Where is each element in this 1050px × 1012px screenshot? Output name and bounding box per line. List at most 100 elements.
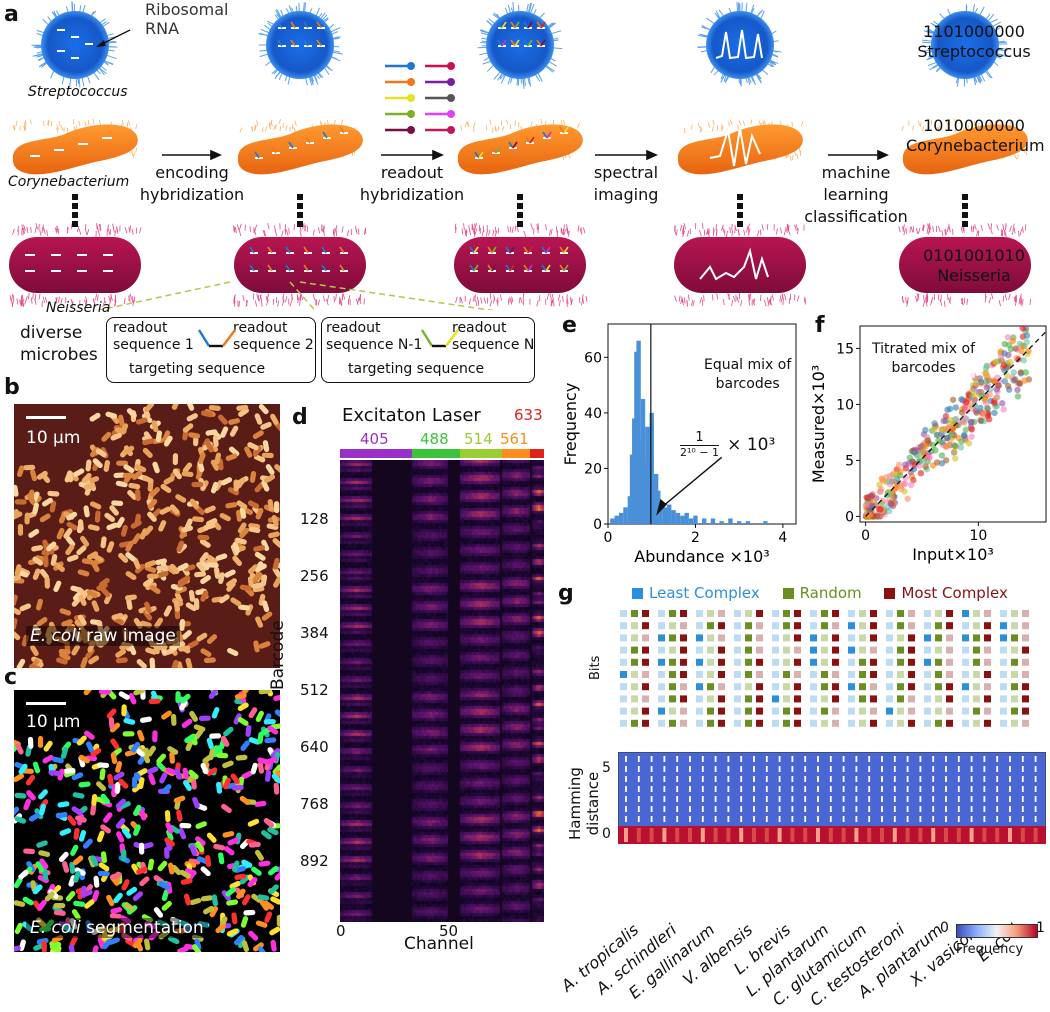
hist-bar [702,518,706,524]
scatter-point [897,472,903,478]
scatter-point [939,452,945,458]
cell-corynebacterium [458,119,583,174]
hist-bar [676,513,680,524]
hamming-tick-5: 5 [602,760,611,776]
laser-561-label: 561 [500,430,529,448]
e-xtick: 2 [691,530,700,546]
scatter-point [977,417,983,423]
scatter-point [1014,387,1020,393]
organism-corynebacterium-label: Corynebacterium [8,174,129,190]
scatter-point [1012,345,1018,351]
f-ytick: 10 [836,397,854,413]
scatter-point [961,433,967,439]
scatter-point [1024,339,1030,345]
cell-streptococcus [697,2,781,86]
d-ylabel: Barcode [268,620,288,690]
e-ylabel: Frequency [561,383,580,466]
scale-label-c: 10 μm [26,712,80,732]
cell-streptococcus [477,2,562,89]
scatter-point [958,439,964,445]
bits-matrix [616,606,1046,734]
scatter-point [1010,338,1016,344]
e-annotation: Equal mix of barcodes [704,356,791,394]
e-xlabel: Abundance ×10³ [634,547,769,566]
scatter-point [935,437,941,443]
caption-b: E. coli raw image [26,626,180,646]
scatter-point [902,481,908,487]
colorbar-min: 0 [940,920,949,936]
scatter-point [908,482,914,488]
scatter-point [877,506,883,512]
scatter-point [968,434,974,440]
scatter-point [984,384,990,390]
scatter-point [951,442,957,448]
d-ytick: 384 [300,624,329,642]
probe2-glyph [418,324,462,352]
scatter-point [931,420,937,426]
probe2-right-label: readout sequence N [452,320,534,354]
f-ytick: 0 [845,509,854,525]
e-fraction: 1 2¹⁰ − 1 × 10³ [680,430,775,459]
scatter-point [1021,377,1027,383]
panel-b-label: b [4,375,20,400]
scatter-point [991,410,997,416]
scatter-point [992,359,998,365]
scatter-point [951,448,957,454]
scatter-point [1007,359,1013,365]
scatter-point [939,426,945,432]
hist-bar [623,507,627,524]
f-annotation: Titrated mix of barcodes [872,340,975,378]
laser-405-label: 405 [360,430,389,448]
e-ytick: 60 [584,350,602,366]
f-xtick: 10 [969,528,987,544]
cell-corynebacterium [238,119,363,174]
step-spectral-label: spectral imaging [578,162,674,206]
diverse-microbes-label: diverse microbes [20,322,98,366]
hist-bar [619,513,623,524]
g-legend: Least Complex Random Most Complex [632,584,1008,602]
scatter-point [943,443,949,449]
cell-neisseria [234,223,366,307]
scatter-point [904,496,910,502]
scatter-point [983,365,989,371]
scatter-point [972,392,978,398]
hist-bar [610,518,614,524]
scatter-point [888,501,894,507]
ecoli-segmentation-image: 10 μm E. coli segmentation [14,690,280,952]
probe2-targeting-label: targeting sequence [348,361,484,377]
d-ytick: 128 [300,510,329,528]
scatter-point [978,379,984,385]
probe-box-2: readout sequence N-1 readout sequence N … [321,317,535,383]
e-ytick: 20 [584,461,602,477]
scatter-point [902,461,908,467]
scatter-point [924,437,930,443]
probe1-right-label: readout sequence 2 [233,320,314,354]
scatter-point [877,488,883,494]
colorbar-max: 1 [1036,920,1045,936]
laser-488-label: 488 [420,430,449,448]
hist-bar [615,516,619,524]
step-readout-label: readout hybridization [358,162,466,206]
scatter-point [934,459,940,465]
ribosomal-rna-label: Ribosomal RNA [145,0,228,38]
scatter-point [966,440,972,446]
scatter-point [1025,348,1031,354]
probe1-targeting-label: targeting sequence [129,361,265,377]
hist-bar [680,516,684,524]
scatter-point [918,470,924,476]
scatter-point [922,463,928,469]
e-xtick: 0 [604,530,613,546]
d-ytick: 892 [300,852,329,870]
scatter-point [980,410,986,416]
scatter-point [922,443,928,449]
step-encoding-label: encoding hybridization [138,162,246,206]
organism-neisseria-label: Neisseria [46,300,110,316]
hamming-label: Hamming distance [566,767,602,840]
scatter-point [983,400,989,406]
f-ytick: 5 [845,453,854,469]
hist-bar [684,513,688,524]
scatter-point [883,474,889,480]
scatter-point [1005,383,1011,389]
hist-bar [671,510,675,524]
